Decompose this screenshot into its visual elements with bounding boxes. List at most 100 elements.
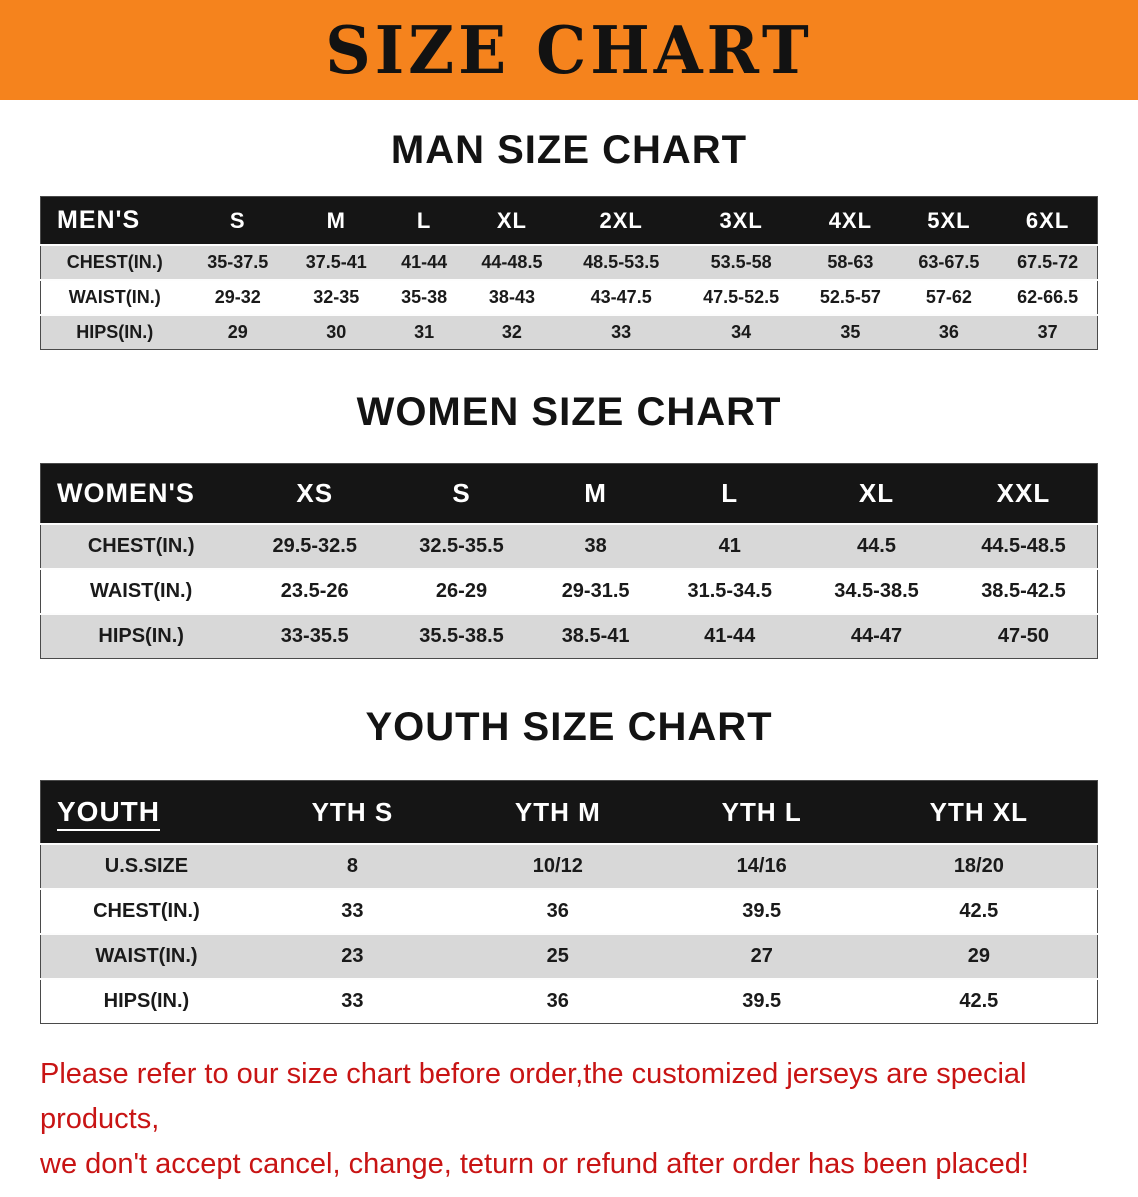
measurement-value: 53.5-58	[681, 244, 802, 280]
measurement-value: 18/20	[860, 843, 1098, 889]
table-header-row: MEN'S S M L XL 2XL 3XL 4XL 5XL 6XL	[40, 196, 1098, 245]
measurement-value: 62-66.5	[998, 279, 1098, 315]
measurement-value: 35-37.5	[188, 244, 288, 280]
table-header-row: YOUTH YTH S YTH M YTH L YTH XL	[40, 780, 1098, 844]
measurement-value: 29-31.5	[534, 568, 657, 614]
measurement-label: HIPS(IN.)	[40, 314, 189, 350]
table-row: WAIST(IN.) 23 25 27 29	[40, 933, 1098, 979]
page-title: SIZE CHART	[325, 11, 813, 89]
women-section: WOMEN SIZE CHART WOMEN'S XS S M L XL XXL CHEST(…	[0, 390, 1138, 659]
size-column-header: XS	[241, 463, 389, 524]
table-title-cell: MEN'S	[40, 196, 189, 245]
measurement-value: 33-35.5	[241, 613, 389, 659]
measurement-value: 23.5-26	[241, 568, 389, 614]
women-size-chart-heading: WOMEN SIZE CHART	[356, 390, 782, 434]
measurement-value: 37	[998, 314, 1098, 350]
measurement-label: CHEST(IN.)	[40, 523, 242, 569]
measurement-value: 38	[534, 523, 657, 569]
measurement-label: WAIST(IN.)	[40, 568, 242, 614]
size-column-header: YTH L	[662, 780, 861, 844]
women-table-wrap: WOMEN'S XS S M L XL XXL CHEST(IN.) 29.5-32.5 32.5…	[40, 463, 1098, 659]
measurement-value: 26-29	[388, 568, 535, 614]
measurement-value: 57-62	[899, 279, 999, 315]
table-row: HIPS(IN.) 29 30 31 32 33 34 35 36 37	[40, 314, 1098, 350]
measurement-value: 33	[561, 314, 682, 350]
women-size-table: WOMEN'S XS S M L XL XXL CHEST(IN.) 29.5-32.5 32.5…	[40, 463, 1098, 659]
measurement-label: CHEST(IN.)	[40, 244, 189, 280]
size-column-header: S	[388, 463, 535, 524]
table-row: CHEST(IN.) 35-37.5 37.5-41 41-44 44-48.5 48.5…	[40, 244, 1098, 280]
measurement-value: 34	[681, 314, 802, 350]
measurement-value: 32.5-35.5	[388, 523, 535, 569]
measurement-value: 38.5-41	[534, 613, 657, 659]
table-row: WAIST(IN.) 23.5-26 26-29 29-31.5 31.5-34.5 34…	[40, 568, 1098, 614]
size-column-header: XL	[462, 196, 562, 245]
table-row: WAIST(IN.) 29-32 32-35 35-38 38-43 43-47.5 47.…	[40, 279, 1098, 315]
measurement-value: 43-47.5	[561, 279, 682, 315]
youth-table-wrap: YOUTH YTH S YTH M YTH L YTH XL U.S.SIZE 8 10/12…	[40, 780, 1098, 1024]
measurement-value: 38-43	[462, 279, 562, 315]
measurement-value: 44.5	[803, 523, 950, 569]
measurement-value: 67.5-72	[998, 244, 1098, 280]
measurement-value: 44-47	[803, 613, 950, 659]
size-column-header: S	[188, 196, 288, 245]
measurement-label: WAIST(IN.)	[40, 279, 189, 315]
measurement-value: 44-48.5	[462, 244, 562, 280]
youth-section: YOUTH SIZE CHART YOUTH YTH S YTH M YTH L YTH…	[0, 705, 1138, 1024]
measurement-value: 41-44	[385, 244, 463, 280]
men-section: MAN SIZE CHART MEN'S S M L XL 2XL 3XL 4XL 5XL 6XL…	[0, 128, 1138, 350]
measurement-value: 33	[251, 888, 453, 934]
measurement-value: 39.5	[662, 888, 861, 934]
measurement-value: 30	[287, 314, 386, 350]
measurement-value: 48.5-53.5	[561, 244, 682, 280]
size-column-header: YTH XL	[860, 780, 1098, 844]
measurement-value: 34.5-38.5	[803, 568, 950, 614]
youth-size-table: YOUTH YTH S YTH M YTH L YTH XL U.S.SIZE 8 10/12…	[40, 780, 1098, 1024]
measurement-value: 36	[452, 978, 663, 1024]
table-row: HIPS(IN.) 33-35.5 35.5-38.5 38.5-41 41-44 44-…	[40, 613, 1098, 659]
measurement-value: 47.5-52.5	[681, 279, 802, 315]
size-column-header: 3XL	[681, 196, 802, 245]
banner: SIZE CHART	[0, 0, 1138, 100]
measurement-value: 31.5-34.5	[656, 568, 804, 614]
table-row: HIPS(IN.) 33 36 39.5 42.5	[40, 978, 1098, 1024]
measurement-value: 35	[801, 314, 900, 350]
measurement-value: 10/12	[452, 843, 663, 889]
measurement-value: 29.5-32.5	[241, 523, 389, 569]
measurement-value: 42.5	[860, 978, 1098, 1024]
youth-size-chart-heading: YOUTH SIZE CHART	[365, 705, 773, 749]
disclaimer-line-2: we don't accept cancel, change, teturn o…	[40, 1147, 1029, 1180]
measurement-label: WAIST(IN.)	[40, 933, 252, 979]
size-column-header: L	[385, 196, 463, 245]
measurement-value: 23	[251, 933, 453, 979]
men-size-chart-heading: MAN SIZE CHART	[390, 128, 748, 172]
men-table-wrap: MEN'S S M L XL 2XL 3XL 4XL 5XL 6XL CHEST(IN.) 35-37…	[40, 196, 1098, 350]
measurement-value: 36	[899, 314, 999, 350]
size-column-header: M	[534, 463, 657, 524]
measurement-value: 44.5-48.5	[949, 523, 1098, 569]
disclaimer: Please refer to our size chart before or…	[40, 1052, 1098, 1187]
measurement-value: 35.5-38.5	[388, 613, 535, 659]
measurement-value: 39.5	[662, 978, 861, 1024]
measurement-value: 41-44	[656, 613, 804, 659]
measurement-label: HIPS(IN.)	[40, 613, 242, 659]
measurement-value: 41	[656, 523, 804, 569]
size-column-header: YTH M	[452, 780, 663, 844]
table-row: CHEST(IN.) 33 36 39.5 42.5	[40, 888, 1098, 934]
measurement-value: 42.5	[860, 888, 1098, 934]
table-row: U.S.SIZE 8 10/12 14/16 18/20	[40, 843, 1098, 889]
measurement-value: 36	[452, 888, 663, 934]
measurement-value: 37.5-41	[287, 244, 386, 280]
measurement-value: 38.5-42.5	[949, 568, 1098, 614]
measurement-value: 47-50	[949, 613, 1098, 659]
table-title-cell: YOUTH	[40, 780, 252, 844]
size-column-header: M	[287, 196, 386, 245]
measurement-value: 58-63	[801, 244, 900, 280]
measurement-label: HIPS(IN.)	[40, 978, 252, 1024]
table-title-cell: WOMEN'S	[40, 463, 242, 524]
measurement-value: 32-35	[287, 279, 386, 315]
measurement-value: 63-67.5	[899, 244, 999, 280]
table-row: CHEST(IN.) 29.5-32.5 32.5-35.5 38 41 44.5 44.5…	[40, 523, 1098, 569]
disclaimer-line-1: Please refer to our size chart before or…	[40, 1058, 1027, 1135]
